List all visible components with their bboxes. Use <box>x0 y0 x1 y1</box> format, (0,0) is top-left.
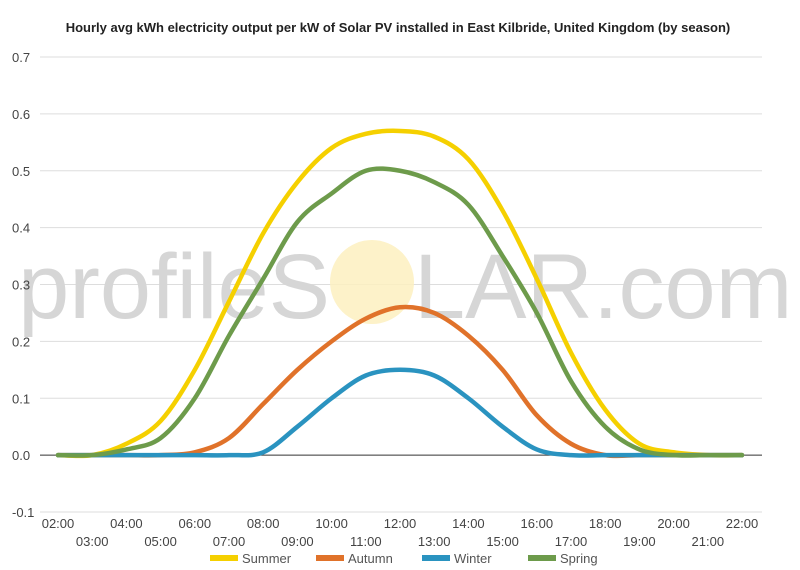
x-tick-label: 11:00 <box>350 534 382 549</box>
y-tick-label: 0.0 <box>12 448 30 463</box>
x-tick-label: 07:00 <box>213 534 246 549</box>
y-tick-label: 0.5 <box>12 164 30 179</box>
series-lines <box>55 128 745 459</box>
y-tick-label: 0.1 <box>12 391 30 406</box>
x-tick-label: 05:00 <box>144 534 177 549</box>
x-tick-label: 18:00 <box>589 516 622 531</box>
x-tick-label: 19:00 <box>623 534 656 549</box>
series-line-spring <box>55 166 745 458</box>
series-line-winter <box>55 367 745 458</box>
y-tick-label: 0.2 <box>12 334 30 349</box>
legend: Summer Autumn Winter Spring <box>210 551 598 566</box>
watermark-sun-icon <box>330 240 414 324</box>
legend-label-autumn: Autumn <box>348 551 393 566</box>
y-tick-label: 0.4 <box>12 221 30 236</box>
x-tick-label: 09:00 <box>281 534 314 549</box>
legend-label-summer: Summer <box>242 551 292 566</box>
x-axis-ticks: 02:0003:0004:0005:0006:0007:0008:0009:00… <box>42 516 759 549</box>
x-tick-label: 17:00 <box>555 534 588 549</box>
y-axis-ticks: 0.7 0.6 0.5 0.4 0.3 0.2 0.1 0.0 -0.1 <box>12 50 34 520</box>
x-tick-label: 03:00 <box>76 534 109 549</box>
chart-title: Hourly avg kWh electricity output per kW… <box>66 20 731 35</box>
y-tick-label: -0.1 <box>12 505 34 520</box>
x-tick-label: 04:00 <box>110 516 143 531</box>
x-tick-label: 13:00 <box>418 534 451 549</box>
x-tick-label: 14:00 <box>452 516 485 531</box>
y-tick-label: 0.7 <box>12 50 30 65</box>
legend-label-spring: Spring <box>560 551 598 566</box>
legend-swatch-summer <box>210 555 238 561</box>
x-tick-label: 22:00 <box>726 516 759 531</box>
x-tick-label: 15:00 <box>486 534 519 549</box>
x-tick-label: 02:00 <box>42 516 75 531</box>
legend-label-winter: Winter <box>454 551 492 566</box>
x-tick-label: 16:00 <box>521 516 554 531</box>
series-line-summer <box>55 128 745 459</box>
x-tick-label: 21:00 <box>692 534 725 549</box>
y-tick-label: 0.6 <box>12 107 30 122</box>
y-tick-label: 0.3 <box>12 278 30 293</box>
legend-swatch-winter <box>422 555 450 561</box>
x-tick-label: 10:00 <box>315 516 348 531</box>
legend-swatch-autumn <box>316 555 344 561</box>
x-tick-label: 20:00 <box>657 516 690 531</box>
x-tick-label: 06:00 <box>179 516 212 531</box>
watermark-text-right: LAR.com <box>414 236 792 338</box>
watermark: profileS LAR.com <box>18 236 792 338</box>
legend-swatch-spring <box>528 555 556 561</box>
x-tick-label: 08:00 <box>247 516 280 531</box>
watermark-text-left: profileS <box>18 236 330 338</box>
x-tick-label: 12:00 <box>384 516 417 531</box>
